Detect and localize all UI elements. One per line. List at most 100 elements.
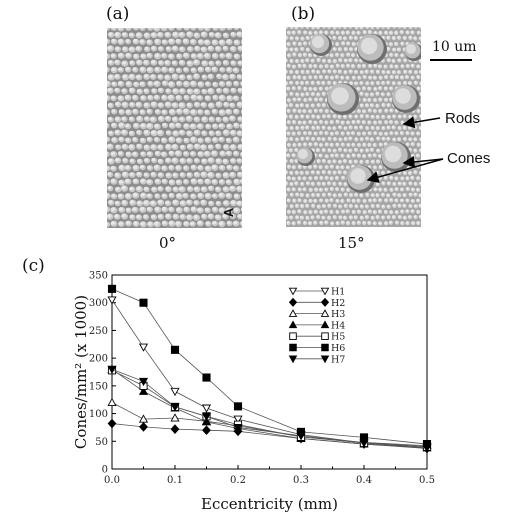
angle-label-b: 15° [338, 234, 365, 252]
x-tick-label: 0.0 [104, 475, 120, 486]
data-point [201, 412, 212, 422]
legend-label: H2 [331, 298, 345, 309]
legend-label: H1 [331, 287, 345, 298]
cone-density-chart: 0 50 100 150 200 250 300 350 0.0 0.1 0.2 0.3 0.4 0.5 E… [72, 271, 435, 514]
legend-entry-h4: H4 [288, 320, 345, 331]
data-point [170, 403, 180, 412]
panel-b-label: (b) [291, 4, 316, 24]
y-axis-label: Cones/mm² (x 1000) [72, 295, 90, 449]
data-point [170, 424, 180, 434]
legend-label: H7 [331, 354, 345, 365]
plot-frame [111, 274, 428, 470]
legend-marker [321, 332, 329, 340]
data-point [138, 343, 149, 352]
x-tick-label: 0.4 [356, 475, 372, 486]
annotation-arrows [366, 116, 444, 183]
series-line [111, 368, 428, 449]
legend-marker [288, 287, 298, 296]
legend-entry-h2: H2 [288, 297, 345, 309]
data-point [201, 404, 212, 413]
y-tick-label: 50 [95, 437, 108, 448]
y-tick-label: 200 [89, 354, 108, 365]
legend-marker [289, 343, 297, 352]
data-point [107, 284, 117, 293]
legend-marker [320, 320, 330, 329]
series-h6 [107, 284, 432, 449]
data-point [202, 373, 211, 382]
legend-label: H3 [331, 309, 345, 320]
data-point [170, 387, 180, 397]
legend-marker [320, 355, 330, 364]
data-point [233, 402, 243, 411]
legend-marker [288, 355, 298, 364]
legend-label: H4 [331, 320, 345, 331]
legend-marker [289, 332, 297, 340]
data-point [138, 414, 149, 423]
y-tick-label: 300 [89, 298, 108, 309]
y-tick-label: 0 [102, 465, 108, 476]
series-h3 [107, 397, 432, 450]
data-point [107, 296, 117, 305]
data-point [170, 345, 180, 354]
legend-label: H5 [331, 332, 345, 343]
y-tick-label: 100 [89, 409, 108, 420]
data-point [107, 365, 117, 374]
y-tick-label: 150 [89, 381, 108, 392]
data-point [139, 422, 148, 432]
data-point [359, 439, 369, 448]
series-line [111, 369, 428, 448]
data-point [107, 418, 117, 429]
y-tick-label: 350 [89, 271, 108, 282]
x-tick-label: 0.2 [230, 475, 246, 486]
x-axis-label: Eccentricity (mm) [201, 495, 338, 513]
data-point [201, 417, 212, 426]
legend-label: H6 [331, 343, 345, 354]
legend-marker [320, 297, 330, 307]
micrograph-15deg [286, 27, 421, 227]
cones-arrow-2 [366, 158, 444, 183]
data-point [139, 298, 148, 307]
cones-label: Cones [447, 150, 491, 167]
panel-a-label: (a) [106, 4, 130, 24]
data-point [170, 413, 180, 422]
legend-entry-h1: H1 [288, 287, 345, 298]
x-tick-label: 0.5 [419, 475, 435, 486]
data-point [138, 386, 149, 395]
data-point [296, 432, 306, 441]
series-line [111, 368, 428, 449]
series-h4 [107, 364, 432, 452]
data-point [202, 425, 211, 436]
data-point [422, 444, 432, 453]
scale-bar-label: 10 um [432, 39, 477, 55]
data-point [138, 377, 149, 387]
legend-marker [288, 309, 298, 317]
legend-marker [321, 343, 329, 352]
data-point [233, 415, 243, 424]
x-tick-label: 0.3 [293, 475, 309, 486]
series-line [111, 299, 428, 448]
legend-entry-h5: H5 [289, 332, 345, 343]
legend-marker [320, 287, 330, 296]
data-point [233, 423, 243, 433]
series-h5 [107, 366, 432, 451]
legend-marker [288, 297, 298, 307]
legend-entry-h3: H3 [288, 309, 345, 320]
series-h2 [107, 418, 432, 454]
x-tick-label: 0.1 [167, 475, 183, 486]
legend-entry-h6: H6 [289, 343, 345, 354]
angle-label-a: 0° [159, 234, 177, 252]
series-line [111, 288, 428, 445]
panel-c-label: (c) [22, 256, 45, 276]
legend-entry-h7: H7 [288, 354, 345, 365]
cones-arrow-1 [402, 155, 444, 168]
rods-arrow [402, 116, 441, 129]
data-point [107, 397, 117, 406]
y-tick-label: 250 [89, 326, 108, 337]
legend-marker [320, 309, 330, 317]
scale-bar [430, 59, 472, 61]
rods-label: Rods [445, 110, 481, 127]
series-h7 [107, 365, 432, 453]
micrograph-fovea-0deg [107, 28, 242, 228]
legend-marker [288, 320, 298, 329]
